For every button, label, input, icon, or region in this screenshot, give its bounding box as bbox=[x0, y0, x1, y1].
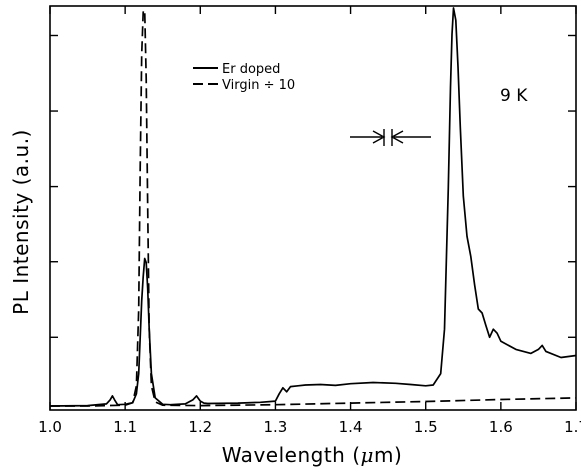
x-axis-title: Wavelength (μm) bbox=[222, 443, 403, 467]
series-line-virgin bbox=[50, 9, 577, 407]
x-tick-label: 1.0 bbox=[38, 418, 62, 436]
x-tick-label: 1.6 bbox=[489, 418, 513, 436]
x-tick-label: 1.4 bbox=[339, 418, 363, 436]
series-layer bbox=[49, 7, 577, 407]
legend: Er doped Virgin ÷ 10 bbox=[193, 62, 295, 93]
x-tick-label: 1.2 bbox=[188, 418, 212, 436]
resolution-arrows-annotation bbox=[350, 129, 431, 146]
x-axis-unit-greek: μ bbox=[361, 443, 375, 467]
legend-label-virgin: Virgin ÷ 10 bbox=[222, 78, 295, 93]
x-tick-label: 1.3 bbox=[263, 418, 287, 436]
series-line-er-doped bbox=[49, 7, 577, 407]
x-tick-label: 1.5 bbox=[414, 418, 438, 436]
x-axis-ticks bbox=[49, 6, 577, 410]
temperature-annotation: 9 K bbox=[500, 86, 528, 106]
plot-frame bbox=[49, 5, 577, 411]
y-axis-title: PL Intensity (a.u.) bbox=[9, 129, 33, 315]
legend-label-er-doped: Er doped bbox=[222, 62, 280, 77]
y-axis-ticks bbox=[50, 34, 576, 338]
x-tick-label: 1.7 bbox=[564, 418, 581, 436]
x-axis-tick-labels: 1.0 1.1 1.2 1.3 1.4 1.5 1.6 1.7 bbox=[38, 418, 581, 436]
x-tick-label: 1.1 bbox=[113, 418, 137, 436]
